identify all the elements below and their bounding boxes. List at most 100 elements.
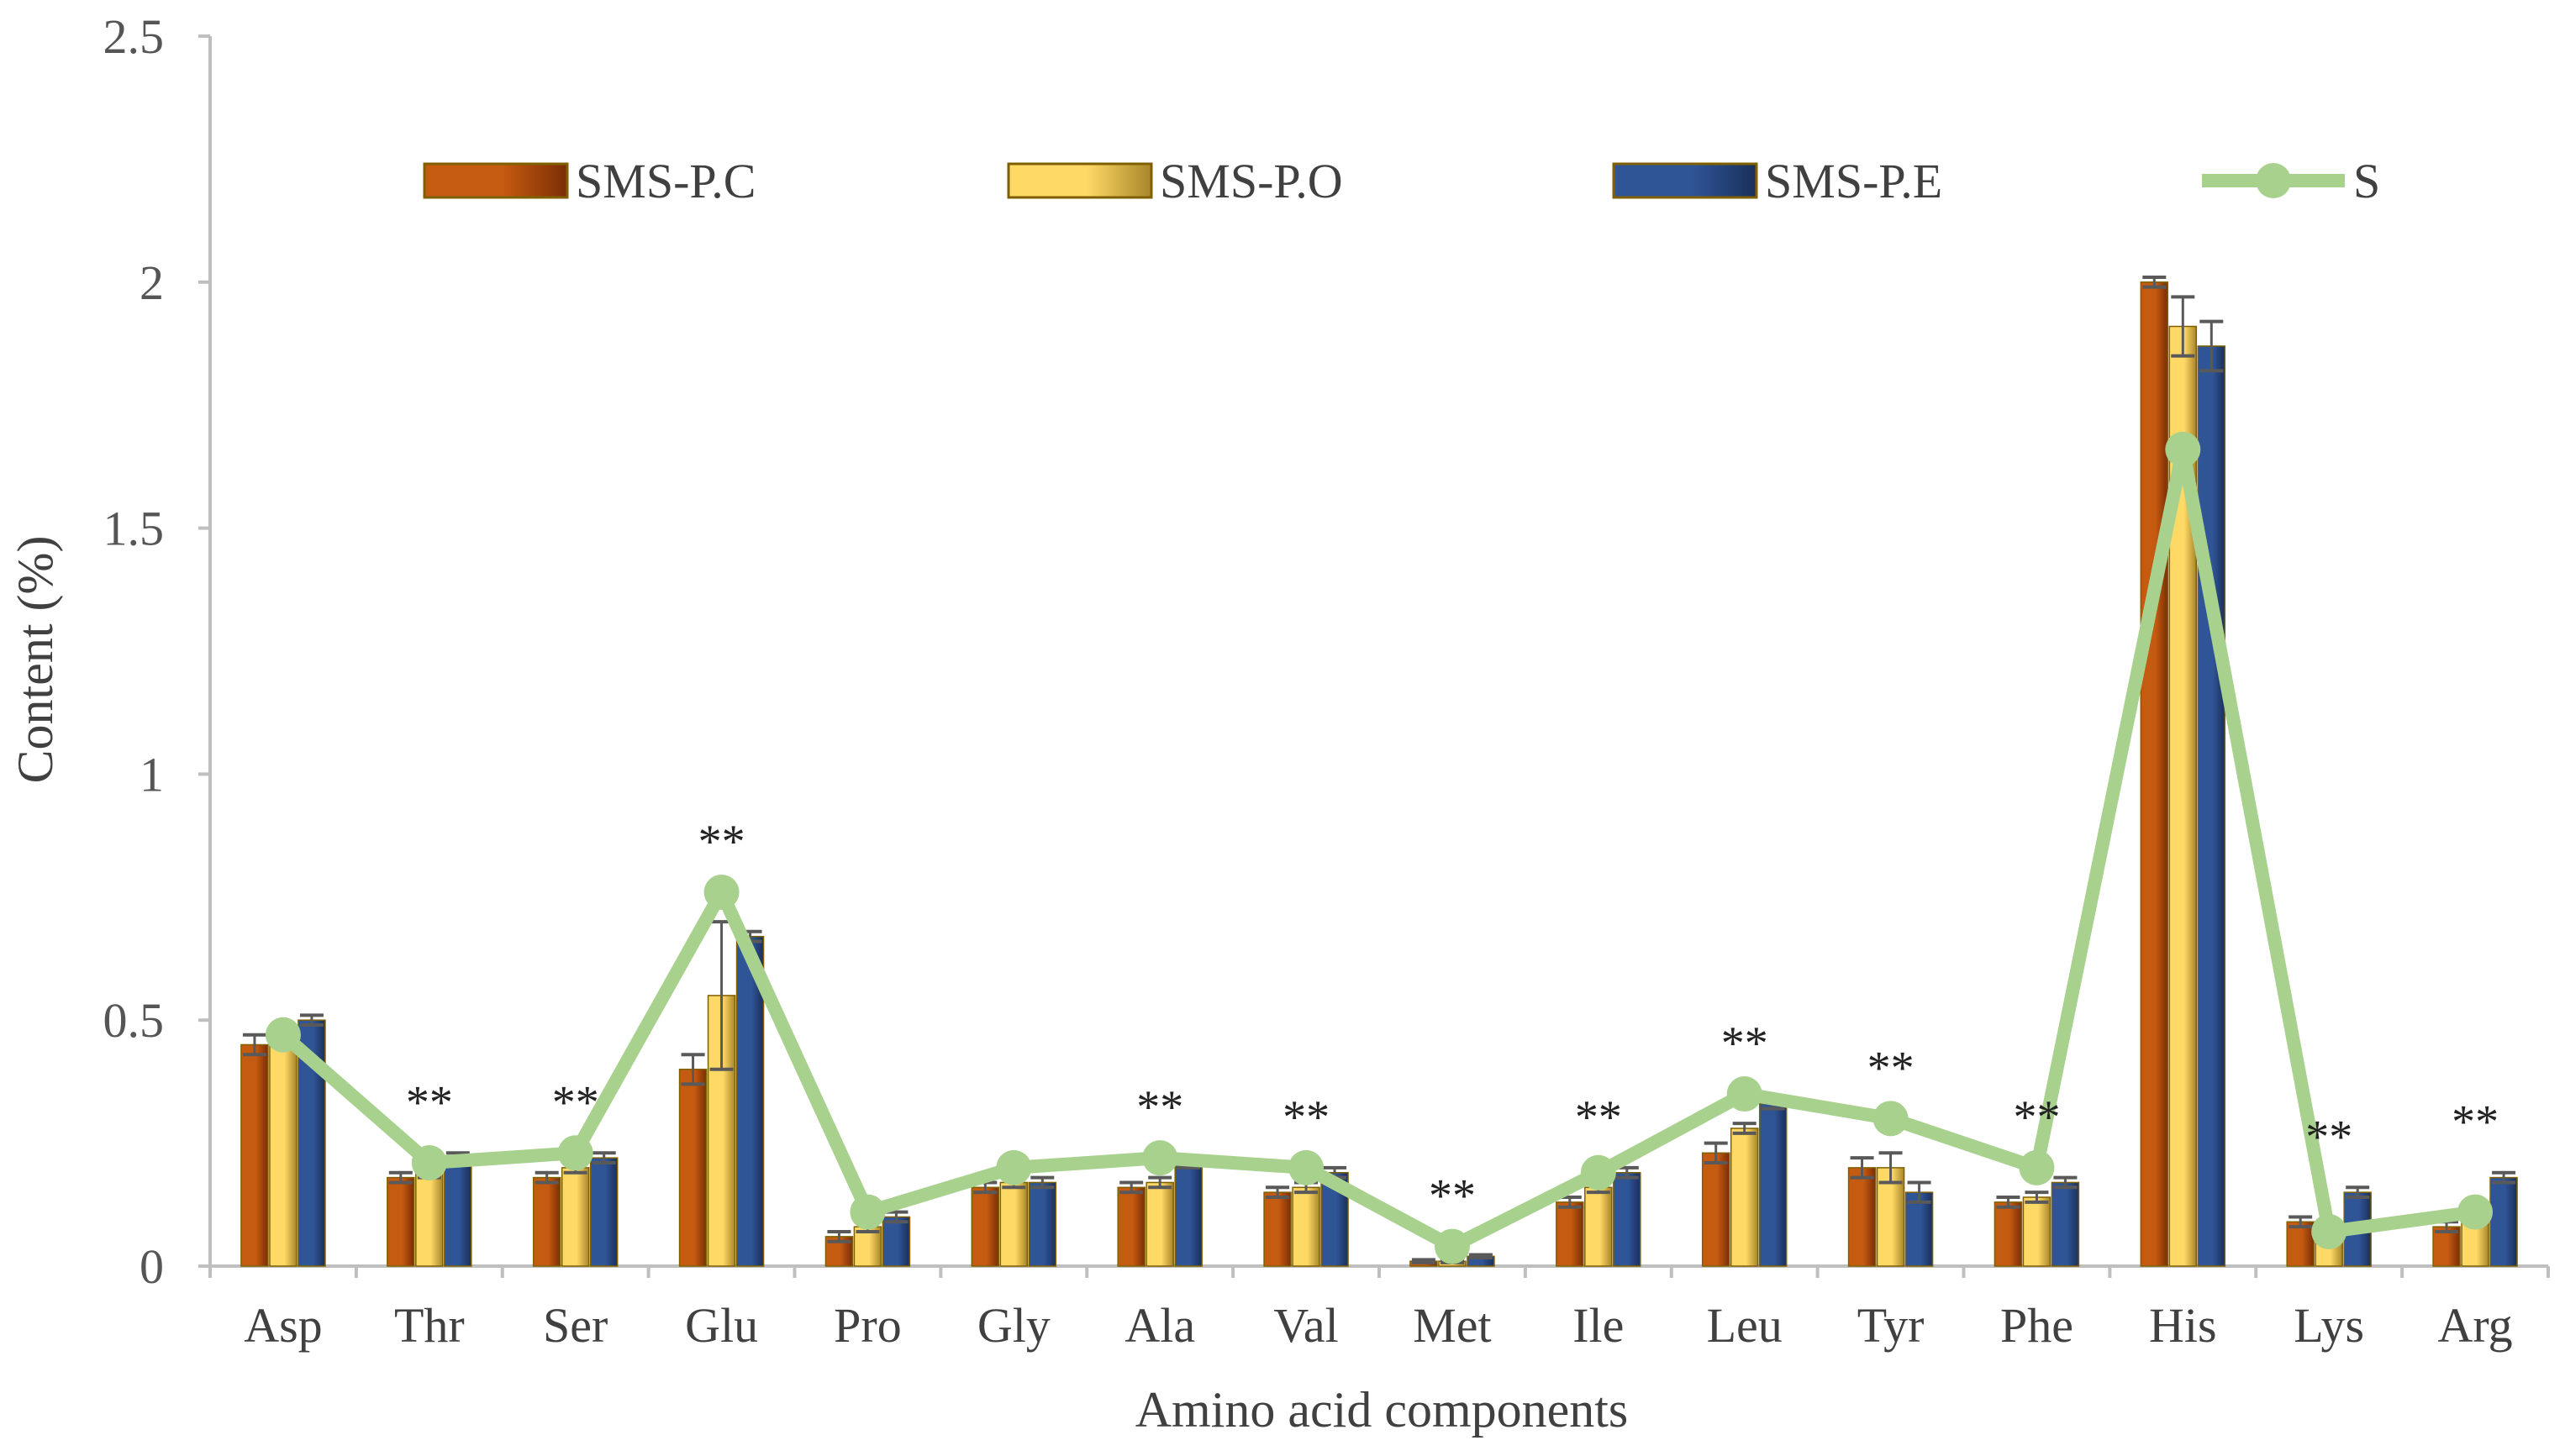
bar-sms-p-e-leu [1758,1103,1788,1267]
significance-mark: ** [1282,1091,1330,1143]
line-point-leu [1726,1076,1762,1112]
significance-mark: ** [1429,1170,1476,1222]
x-tick-label: Met [1413,1298,1491,1353]
y-tick-label: 2.5 [103,9,165,64]
bar-sms-p-e-his [2197,345,2226,1267]
y-tick-label: 1.5 [103,502,165,556]
legend-label-sms-p-c: SMS-P.C [576,154,756,208]
bar-sms-p-o-thr [415,1171,444,1267]
y-tick-label: 0.5 [103,993,165,1048]
line-point-thr [411,1145,447,1181]
line-point-ala [1142,1140,1178,1176]
bar-sms-p-e-ile [1613,1171,1641,1267]
bar-sms-p-o-ile [1584,1186,1613,1267]
bar-sms-p-c-val [1263,1191,1292,1267]
bars-layer [240,281,2518,1267]
bar-sms-p-e-ser [589,1157,619,1267]
significance-mark: ** [406,1076,453,1128]
significance-mark: ** [552,1076,599,1128]
x-tick-label: Pro [834,1298,902,1353]
axes: 0 0.5 1 1.5 2 2.5 Asp Thr Ser Glu Pro Gly Ala Val Met I… [103,9,2550,1353]
y-tick-label: 0 [140,1239,164,1294]
bar-sms-p-c-gly [971,1186,1000,1267]
line-series-s [278,442,2477,1254]
line-point-gly [996,1149,1032,1185]
x-tick-label: Val [1273,1298,1338,1353]
x-tick-label: Ser [543,1298,608,1353]
x-tick-label: Glu [685,1298,758,1353]
bar-sms-p-o-gly [999,1181,1029,1267]
y-tick-label: 2 [140,255,164,310]
legend-swatch-sms-p-o [1007,162,1153,199]
significance-mark: ** [1721,1017,1768,1070]
bar-sms-p-e-arg [2489,1176,2518,1267]
x-tick-label: Arg [2437,1298,2512,1353]
line-point-asp [265,1017,301,1053]
legend-swatch-sms-p-c [423,162,569,199]
bar-sms-p-c-asp [240,1043,269,1267]
bar-sms-p-c-ile [1556,1201,1584,1267]
legend-label-s: S [2353,154,2380,208]
bar-sms-p-e-tyr [1904,1191,1934,1267]
line-point-ser [557,1135,593,1171]
y-axis-title: Content (%) [8,536,63,784]
line-series-layer [265,431,2494,1264]
bar-sms-p-c-ala [1117,1186,1146,1267]
x-tick-label: His [2149,1298,2217,1353]
x-tick-label: Phe [2000,1298,2073,1353]
significance-mark: ** [698,816,745,868]
x-tick-label: Ala [1124,1298,1195,1353]
legend: SMS-P.C SMS-P.O SMS-P.E S [423,154,2380,208]
x-axis-title: Amino acid components [1135,1382,1629,1438]
significance-mark: ** [1867,1042,1915,1094]
x-tick-label: Gly [977,1298,1051,1353]
line-point-glu [703,874,740,910]
significance-mark: ** [2452,1096,2499,1149]
bar-sms-p-c-his [2140,281,2169,1267]
bar-sms-p-c-tyr [1847,1167,1877,1267]
line-point-his [2165,431,2201,467]
line-point-met [1434,1228,1470,1264]
bar-sms-p-c-leu [1701,1152,1730,1267]
x-tick-label: Lys [2294,1298,2364,1353]
significance-mark: ** [2013,1091,2060,1143]
line-point-ile [1580,1154,1616,1191]
legend-marker-s [2256,163,2291,198]
bar-sms-p-c-lys [2286,1221,2315,1267]
bar-sms-p-e-pro [882,1216,911,1267]
x-tick-label: Asp [244,1298,322,1353]
line-point-pro [850,1194,886,1230]
bar-sms-p-e-ala [1174,1162,1203,1267]
significance-mark: ** [1575,1091,1622,1143]
legend-label-sms-p-e: SMS-P.E [1765,154,1942,208]
line-point-lys [2311,1214,2347,1250]
line-point-tyr [1872,1101,1909,1137]
line-point-val [1288,1149,1325,1185]
bar-sms-p-o-ser [561,1167,590,1267]
bar-sms-p-e-thr [444,1157,472,1267]
legend-swatch-sms-p-e [1612,162,1758,199]
bar-sms-p-o-ala [1146,1181,1174,1267]
line-point-arg [2457,1194,2494,1230]
bar-sms-p-o-asp [269,1034,298,1267]
y-tick-label: 1 [140,747,164,802]
x-tick-label: Ile [1572,1298,1624,1353]
x-tick-label: Tyr [1857,1298,1925,1353]
bar-sms-p-c-phe [1994,1201,2023,1267]
bar-sms-p-e-phe [2051,1181,2080,1267]
bar-sms-p-c-thr [387,1176,415,1267]
bar-sms-p-o-val [1292,1186,1320,1267]
bar-sms-p-c-ser [532,1176,561,1267]
line-point-phe [2019,1149,2055,1185]
bar-sms-p-o-phe [2022,1196,2051,1267]
legend-label-sms-p-o: SMS-P.O [1160,154,1343,208]
bar-sms-p-c-glu [678,1069,708,1267]
x-tick-label: Leu [1707,1298,1783,1353]
bar-sms-p-o-leu [1730,1127,1759,1267]
significance-annotations: ** ** ** ** ** ** ** ** ** ** ** ** [406,816,2499,1222]
bar-sms-p-e-gly [1028,1181,1057,1267]
x-tick-label: Thr [394,1298,465,1353]
significance-mark: ** [1136,1081,1183,1133]
significance-mark: ** [2305,1111,2352,1163]
